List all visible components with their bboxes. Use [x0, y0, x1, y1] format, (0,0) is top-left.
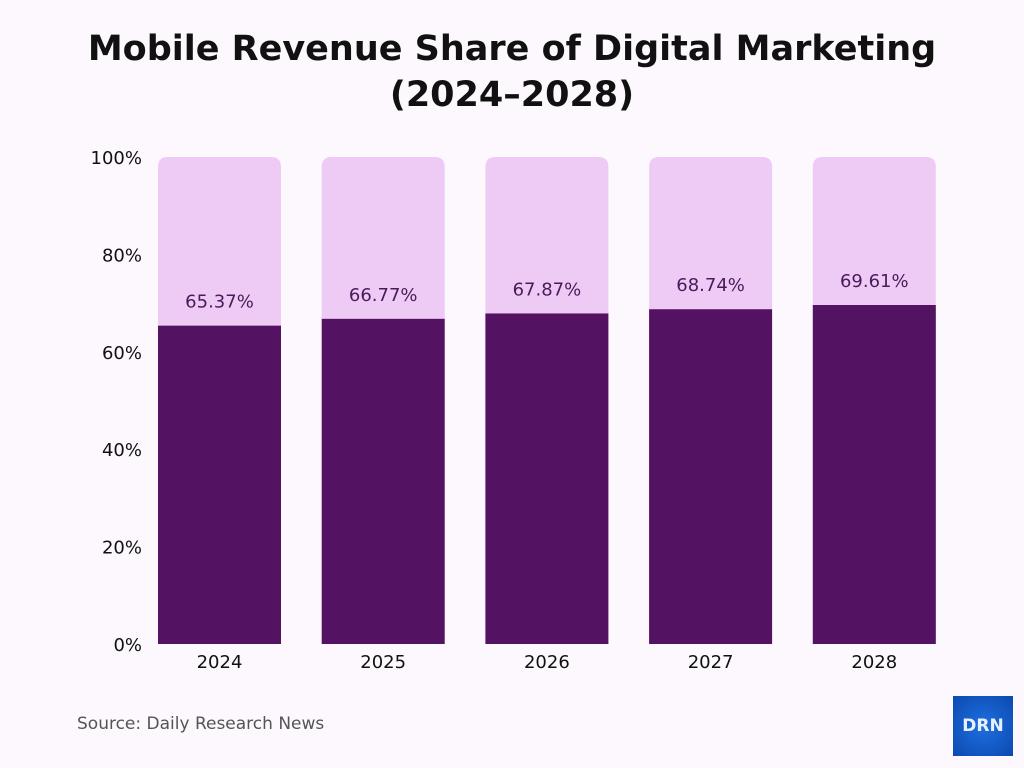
y-tick-label: 80% — [102, 245, 142, 266]
data-label: 68.74% — [676, 275, 745, 296]
data-label: 67.87% — [513, 279, 582, 300]
x-tick-label: 2025 — [360, 652, 406, 673]
bar-value — [485, 313, 609, 644]
bar-value — [158, 325, 281, 644]
source-note: Source: Daily Research News — [77, 714, 325, 734]
x-tick-label: 2024 — [197, 652, 243, 673]
x-tick-label: 2026 — [524, 652, 570, 673]
data-label: 66.77% — [349, 285, 418, 306]
logo-text: DRN — [962, 716, 1004, 736]
y-tick-label: 60% — [102, 343, 142, 364]
chart-title: Mobile Revenue Share of Digital Marketin… — [0, 26, 1024, 118]
y-tick-label: 20% — [102, 538, 142, 559]
data-label: 69.61% — [840, 271, 909, 292]
x-tick-label: 2028 — [851, 652, 897, 673]
data-label: 65.37% — [185, 292, 254, 313]
drn-logo: DRN — [953, 696, 1013, 756]
y-tick-label: 40% — [102, 440, 142, 461]
title-line-1: Mobile Revenue Share of Digital Marketin… — [87, 29, 937, 69]
bar-value — [649, 309, 773, 644]
y-tick-label: 100% — [91, 148, 142, 169]
bar-value — [812, 304, 936, 644]
title-line-2: (2024–2028) — [389, 75, 635, 115]
y-tick-label: 0% — [113, 635, 142, 656]
x-tick-label: 2027 — [688, 652, 734, 673]
bar-value — [321, 318, 445, 644]
